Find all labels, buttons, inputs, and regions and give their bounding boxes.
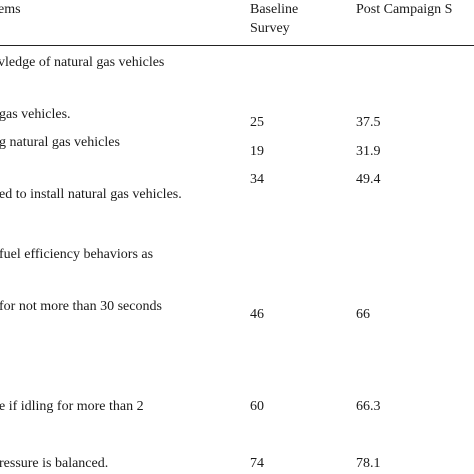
row-baseline-value: 19 (250, 144, 264, 159)
row-post-value: 66 (356, 307, 370, 322)
row-baseline-value: 74 (250, 456, 264, 471)
header-baseline-line2: Survey (250, 21, 290, 36)
header-rule (0, 45, 474, 46)
row-baseline-value: 34 (250, 172, 264, 187)
section-behaviors-heading: fuel efficiency behaviors as (0, 247, 154, 262)
row-baseline-value: 46 (250, 307, 264, 322)
row-label: ressure is balanced. (0, 456, 109, 471)
header-items: ems (0, 2, 21, 17)
section-knowledge-heading: vledge of natural gas vehicles (0, 55, 165, 70)
row-label: ed to install natural gas vehicles. (0, 187, 182, 202)
row-label: e if idling for more than 2 (0, 399, 144, 414)
row-post-value: 37.5 (356, 115, 381, 130)
row-label: for not more than 30 seconds (0, 299, 162, 314)
row-baseline-value: 60 (250, 399, 264, 414)
header-post-campaign: Post Campaign S (356, 2, 453, 17)
row-post-value: 31.9 (356, 144, 381, 159)
row-post-value: 66.3 (356, 399, 381, 414)
row-baseline-value: 25 (250, 115, 264, 130)
row-label: g natural gas vehicles (0, 135, 120, 150)
header-baseline-line1: Baseline (250, 2, 299, 17)
row-label: gas vehicles. (0, 107, 71, 122)
row-post-value: 78.1 (356, 456, 381, 471)
row-post-value: 49.4 (356, 172, 381, 187)
